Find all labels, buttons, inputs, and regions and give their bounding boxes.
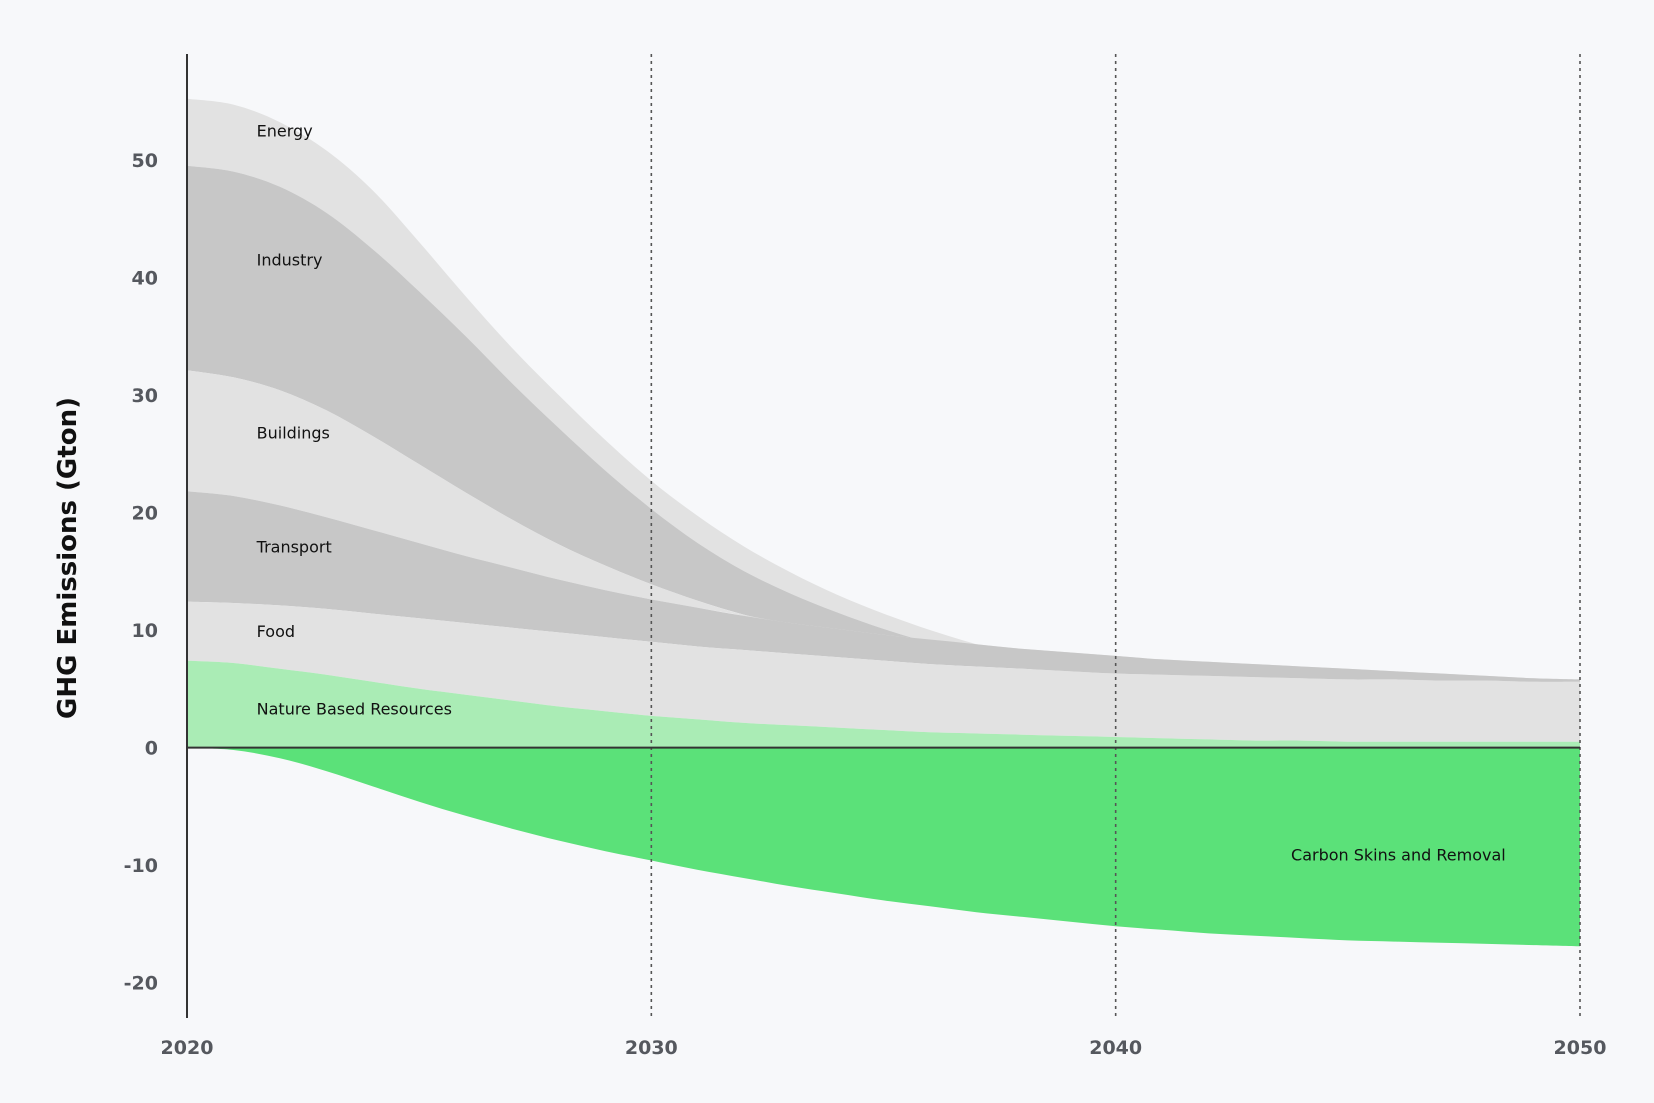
y-tick-labels: -20 -10 0 10 20 30 40 50 — [124, 150, 158, 995]
area-food — [187, 601, 1580, 742]
area-nature-based-resources — [187, 660, 1580, 748]
y-tick-label: 20 — [132, 502, 158, 524]
y-axis-label: GHG Emissions (Gton) — [53, 397, 83, 719]
area-label: Buildings — [257, 423, 330, 442]
area-label: Energy — [257, 121, 313, 140]
area-labels: Energy Industry Buildings Transport Food Natu… — [256, 121, 1506, 864]
area-carbon-skins-and-removal — [187, 747, 1580, 947]
y-tick-label: 50 — [132, 150, 158, 172]
x-tick-label: 2050 — [1554, 1037, 1607, 1059]
x-tick-labels: 2020 2030 2040 2050 — [161, 1037, 1607, 1059]
axes — [186, 54, 1580, 1018]
area-label: Carbon Skins and Removal — [1291, 845, 1506, 864]
area-label: Industry — [257, 251, 323, 270]
area-energy — [187, 98, 1580, 741]
y-tick-label: 10 — [132, 620, 158, 642]
x-tick-label: 2020 — [161, 1037, 214, 1059]
y-tick-label: -20 — [124, 973, 158, 995]
area-layers — [187, 98, 1580, 947]
y-tick-label: -10 — [124, 855, 158, 877]
y-tick-label: 30 — [132, 385, 158, 407]
y-tick-label: 0 — [145, 738, 158, 760]
area-label: Nature Based Resources — [257, 700, 452, 719]
area-label: Food — [257, 622, 295, 641]
area-transport — [187, 491, 1580, 682]
y-tick-label: 40 — [132, 267, 158, 289]
x-tick-label: 2030 — [625, 1037, 678, 1059]
area-label: Transport — [256, 537, 332, 556]
x-tick-label: 2040 — [1089, 1037, 1142, 1059]
area-industry — [187, 165, 1580, 741]
